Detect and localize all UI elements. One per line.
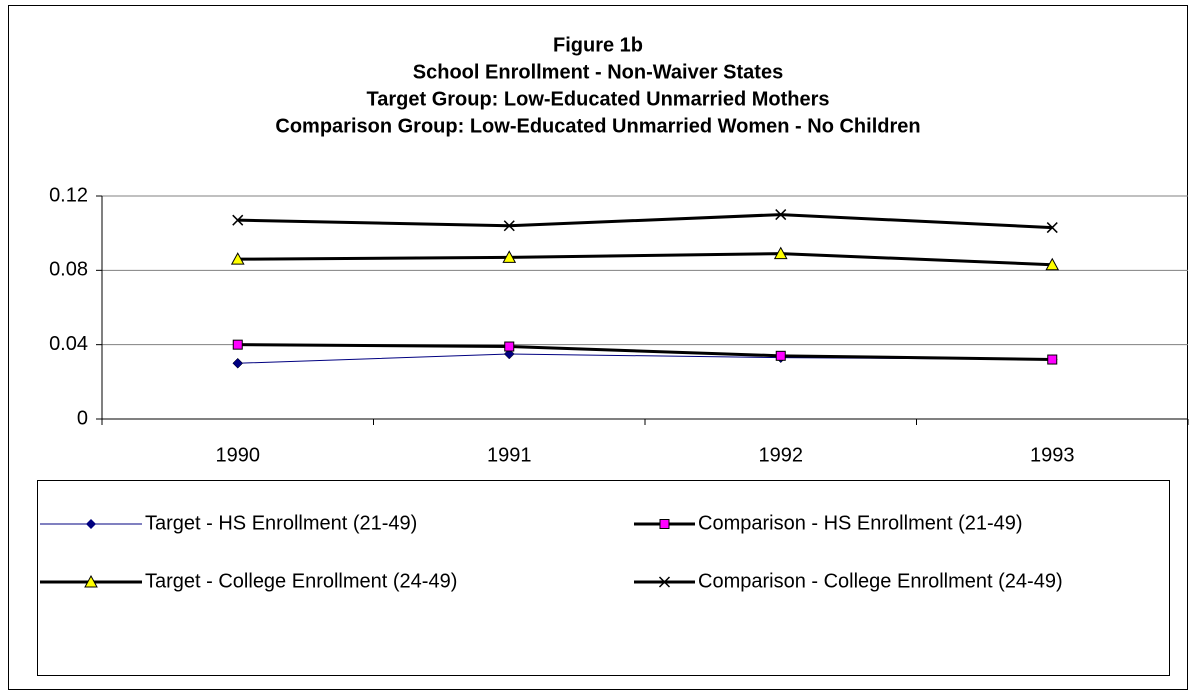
point: [232, 339, 243, 350]
point: [232, 357, 244, 369]
chart-title: Target Group: Low-Educated Unmarried Mot…: [367, 88, 830, 110]
point: [775, 209, 787, 221]
legend-label: Target - College Enrollment (24-49): [145, 570, 457, 592]
legend: [37, 480, 1170, 676]
legend-label: Comparison - College Enrollment (24-49): [698, 570, 1063, 592]
series-line: [237, 252, 1053, 267]
chart-title: Comparison Group: Low-Educated Unmarried…: [275, 115, 920, 137]
point: [503, 220, 515, 232]
point: [773, 246, 788, 260]
x-tick-label: 1991: [487, 444, 532, 466]
y-tick-label: 0: [77, 407, 88, 429]
point: [1047, 354, 1058, 365]
y-tick-label: 0.08: [49, 259, 88, 281]
point: [504, 341, 515, 352]
x-tick-label: 1993: [1030, 444, 1075, 466]
legend-label: Comparison - HS Enrollment (21-49): [698, 512, 1023, 534]
legend-label: Target - HS Enrollment (21-49): [145, 512, 417, 534]
x-tick-label: 1992: [759, 444, 804, 466]
chart-title: School Enrollment - Non-Waiver States: [413, 61, 783, 83]
point: [230, 252, 245, 265]
y-tick-label: 0.04: [49, 333, 88, 355]
point: [1046, 222, 1058, 234]
point: [502, 250, 517, 263]
legend-marker: [84, 574, 98, 588]
point: [503, 348, 515, 360]
y-tick-label: 0.12: [49, 184, 88, 206]
chart-title: Figure 1b: [553, 34, 643, 56]
series-line: [237, 343, 1053, 362]
point: [775, 350, 786, 361]
legend-marker: [86, 519, 96, 529]
x-tick-label: 1990: [216, 444, 261, 466]
series-line: [237, 213, 1053, 230]
point: [1045, 257, 1060, 271]
legend-marker: [658, 576, 671, 588]
legend-marker: [659, 519, 670, 529]
point: [232, 214, 244, 226]
